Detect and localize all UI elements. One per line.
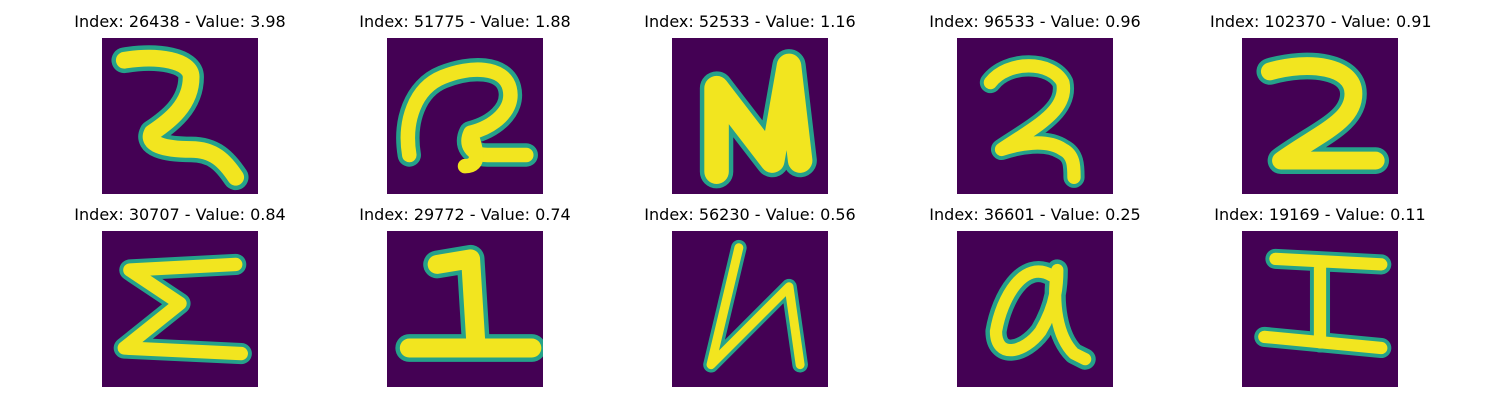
panel-title: Index: 26438 - Value: 3.98 — [74, 12, 286, 31]
handwritten-glyph-image — [1242, 38, 1398, 194]
image-panel-1: Index: 26438 - Value: 3.98 — [70, 12, 290, 197]
image-panel-10: Index: 19169 - Value: 0.11 — [1210, 205, 1430, 390]
panel-title: Index: 52533 - Value: 1.16 — [644, 12, 856, 31]
image-panel-3: Index: 52533 - Value: 1.16 — [640, 12, 860, 197]
handwritten-glyph-image — [957, 231, 1113, 387]
panel-title: Index: 29772 - Value: 0.74 — [359, 205, 571, 224]
image-panel-4: Index: 96533 - Value: 0.96 — [925, 12, 1145, 197]
image-panel-6: Index: 30707 - Value: 0.84 — [70, 205, 290, 390]
handwritten-glyph-image — [957, 38, 1113, 194]
panel-title: Index: 51775 - Value: 1.88 — [359, 12, 571, 31]
handwritten-glyph-image — [102, 38, 258, 194]
panel-title: Index: 96533 - Value: 0.96 — [929, 12, 1141, 31]
image-panel-9: Index: 36601 - Value: 0.25 — [925, 205, 1145, 390]
handwritten-glyph-image — [387, 231, 543, 387]
panel-title: Index: 30707 - Value: 0.84 — [74, 205, 286, 224]
image-panel-8: Index: 56230 - Value: 0.56 — [640, 205, 860, 390]
handwritten-glyph-image — [672, 38, 828, 194]
panel-title: Index: 56230 - Value: 0.56 — [644, 205, 856, 224]
handwritten-glyph-image — [387, 38, 543, 194]
handwritten-glyph-image — [672, 231, 828, 387]
panel-title: Index: 36601 - Value: 0.25 — [929, 205, 1141, 224]
image-panel-7: Index: 29772 - Value: 0.74 — [355, 205, 575, 390]
panel-title: Index: 19169 - Value: 0.11 — [1214, 205, 1426, 224]
handwritten-glyph-image — [102, 231, 258, 387]
panel-title: Index: 102370 - Value: 0.91 — [1210, 12, 1432, 31]
handwritten-glyph-image — [1242, 231, 1398, 387]
image-panel-5: Index: 102370 - Value: 0.91 — [1210, 12, 1432, 197]
image-panel-2: Index: 51775 - Value: 1.88 — [355, 12, 575, 197]
